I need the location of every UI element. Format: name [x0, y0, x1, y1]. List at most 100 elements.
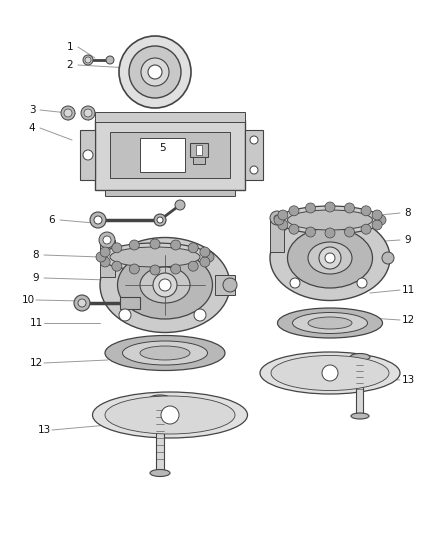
- Circle shape: [90, 212, 106, 228]
- Circle shape: [200, 257, 210, 267]
- Text: 12: 12: [401, 315, 415, 325]
- Ellipse shape: [271, 356, 389, 391]
- Polygon shape: [100, 240, 115, 277]
- Circle shape: [154, 214, 166, 226]
- Text: 12: 12: [29, 358, 42, 368]
- Circle shape: [157, 217, 163, 223]
- Ellipse shape: [123, 341, 208, 365]
- Circle shape: [290, 278, 300, 288]
- Circle shape: [357, 278, 367, 288]
- Circle shape: [150, 239, 160, 249]
- Circle shape: [274, 215, 284, 225]
- Bar: [95, 120, 245, 190]
- Circle shape: [84, 109, 92, 117]
- Circle shape: [345, 227, 354, 237]
- Circle shape: [361, 206, 371, 216]
- Circle shape: [94, 216, 102, 224]
- Ellipse shape: [278, 206, 382, 234]
- Circle shape: [322, 365, 338, 381]
- Circle shape: [345, 203, 354, 213]
- Bar: [95, 112, 245, 122]
- Circle shape: [148, 65, 162, 79]
- Text: 11: 11: [29, 318, 42, 328]
- Circle shape: [270, 211, 284, 225]
- Polygon shape: [215, 275, 235, 295]
- Circle shape: [112, 261, 122, 271]
- Bar: [110, 132, 230, 178]
- Text: 8: 8: [33, 250, 39, 260]
- Circle shape: [81, 106, 95, 120]
- Polygon shape: [80, 130, 95, 180]
- Circle shape: [305, 203, 315, 213]
- Circle shape: [175, 200, 185, 210]
- Circle shape: [64, 109, 72, 117]
- Circle shape: [204, 252, 214, 262]
- Circle shape: [274, 215, 280, 221]
- Circle shape: [129, 46, 181, 98]
- Ellipse shape: [260, 352, 400, 394]
- Ellipse shape: [287, 228, 372, 288]
- Circle shape: [74, 295, 90, 311]
- Circle shape: [200, 247, 210, 257]
- Circle shape: [119, 309, 131, 321]
- Circle shape: [83, 150, 93, 160]
- Polygon shape: [245, 130, 263, 180]
- Circle shape: [325, 253, 335, 263]
- Circle shape: [382, 252, 394, 264]
- Circle shape: [129, 264, 139, 274]
- Ellipse shape: [308, 317, 352, 329]
- Circle shape: [305, 227, 315, 237]
- Text: 11: 11: [401, 285, 415, 295]
- Ellipse shape: [140, 267, 190, 303]
- Circle shape: [153, 273, 177, 297]
- Bar: [140, 138, 185, 172]
- Circle shape: [188, 243, 198, 253]
- Circle shape: [223, 278, 237, 292]
- Ellipse shape: [92, 392, 247, 438]
- Ellipse shape: [105, 335, 225, 370]
- Ellipse shape: [105, 396, 235, 434]
- Text: 9: 9: [33, 273, 39, 283]
- Ellipse shape: [308, 242, 352, 274]
- Circle shape: [325, 202, 335, 212]
- Ellipse shape: [293, 312, 367, 334]
- Circle shape: [171, 264, 180, 274]
- Text: 5: 5: [159, 143, 165, 153]
- Circle shape: [112, 243, 122, 253]
- Circle shape: [188, 261, 198, 271]
- Ellipse shape: [150, 470, 170, 477]
- Circle shape: [103, 236, 111, 244]
- Text: 3: 3: [28, 105, 35, 115]
- Circle shape: [194, 309, 206, 321]
- Circle shape: [100, 247, 110, 257]
- Polygon shape: [270, 218, 284, 252]
- Text: 10: 10: [21, 295, 35, 305]
- Circle shape: [159, 279, 171, 291]
- Bar: [105, 190, 235, 196]
- Circle shape: [289, 224, 299, 234]
- Ellipse shape: [278, 308, 382, 338]
- Circle shape: [250, 136, 258, 144]
- Circle shape: [161, 406, 179, 424]
- Circle shape: [376, 215, 386, 225]
- Circle shape: [278, 220, 288, 230]
- Circle shape: [372, 210, 382, 220]
- Ellipse shape: [350, 353, 370, 360]
- Ellipse shape: [117, 251, 212, 319]
- Circle shape: [171, 240, 180, 250]
- Circle shape: [119, 36, 191, 108]
- Circle shape: [250, 166, 258, 174]
- Circle shape: [319, 247, 341, 269]
- Circle shape: [78, 299, 86, 307]
- Circle shape: [372, 220, 382, 230]
- Circle shape: [99, 232, 115, 248]
- Circle shape: [96, 252, 106, 262]
- Circle shape: [106, 56, 114, 64]
- Circle shape: [85, 57, 91, 63]
- Circle shape: [278, 210, 288, 220]
- Bar: [193, 157, 205, 164]
- Ellipse shape: [287, 210, 372, 230]
- Circle shape: [83, 55, 93, 65]
- Text: 13: 13: [37, 425, 51, 435]
- Text: 2: 2: [67, 60, 73, 70]
